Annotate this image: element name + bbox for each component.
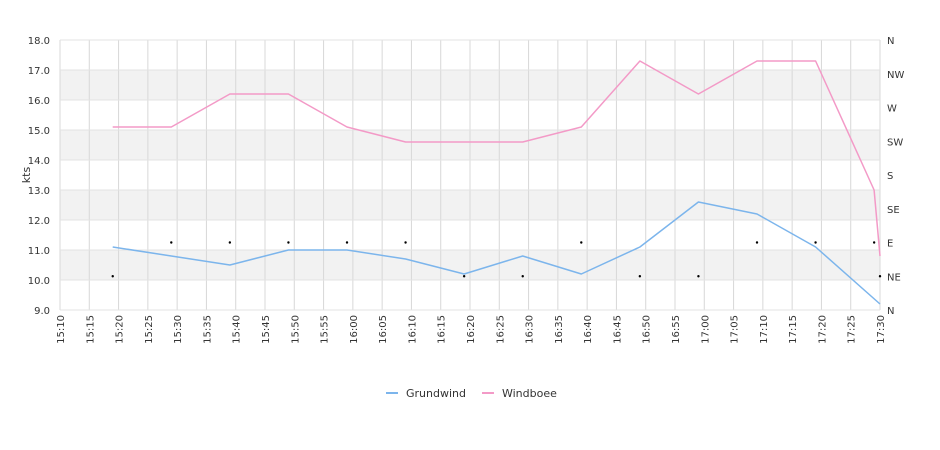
y-tick-label: 17.0 [28,66,50,77]
direction-marker [170,241,173,244]
direction-marker [697,275,700,278]
y2-tick-label: SE [887,205,900,216]
x-tick-label: 15:10 [56,315,67,344]
legend-label-windboee: Windboee [502,387,557,400]
direction-marker [580,241,583,244]
direction-marker [228,241,232,244]
y-tick-label: 9.0 [34,306,50,317]
x-tick-label: 15:30 [173,315,184,344]
series-line-windboee [112,60,881,257]
x-tick-label: 17:30 [876,315,887,344]
y2-tick-label: NE [887,272,901,283]
x-axis-ticks: 15:10 15:15 15:20 15:25 15:30 15:35 15:40 15:45… [56,315,887,344]
y-tick-label: 15.0 [28,126,50,137]
y-axis-title: kts [20,167,33,184]
direction-marker [814,241,817,244]
x-tick-label: 16:20 [466,315,477,344]
x-tick-label: 17:05 [730,315,741,344]
y2-tick-label: SW [887,137,903,148]
x-tick-label: 17:10 [759,315,770,344]
x-tick-label: 16:55 [671,315,682,344]
y2-tick-label: NW [887,70,904,81]
direction-marker [111,275,114,278]
x-tick-label: 15:35 [202,315,213,344]
direction-markers [111,241,882,278]
legend-label-grundwind: Grundwind [406,387,466,400]
x-tick-label: 17:25 [847,315,858,344]
y2-tick-label: E [887,239,893,250]
y-tick-label: 14.0 [28,156,50,167]
x-tick-label: 16:35 [554,315,565,344]
x-tick-label: 15:50 [290,315,301,344]
y-tick-label: 12.0 [28,216,50,227]
series-line-grundwind [112,201,881,305]
y2-tick-label: N [887,36,894,47]
x-tick-label: 16:30 [525,315,536,344]
direction-marker [404,241,407,244]
x-tick-label: 16:00 [349,315,360,344]
x-tick-label: 16:45 [612,315,623,344]
y2-tick-label: N [887,306,894,317]
x-tick-label: 17:15 [788,315,799,344]
y-axis-title-group: kts [20,167,33,184]
x-tick-label: 16:05 [378,315,389,344]
direction-marker [345,241,349,244]
y2-tick-label: S [887,171,893,182]
legend[interactable]: Grundwind Windboee [386,387,557,400]
direction-marker [755,241,759,244]
x-tick-label: 16:10 [407,315,418,344]
x-tick-label: 16:15 [437,315,448,344]
series-lines [112,60,881,305]
x-tick-label: 16:40 [583,315,594,344]
x-tick-label: 15:55 [320,315,331,344]
x-tick-label: 15:20 [115,315,126,344]
x-tick-label: 16:25 [495,315,506,344]
x-tick-label: 17:20 [817,315,828,344]
direction-marker [287,241,290,244]
y2-tick-label: W [887,104,897,115]
x-tick-label: 17:00 [700,315,711,344]
y-tick-label: 10.0 [28,276,50,287]
y-tick-label: 18.0 [28,36,50,47]
y2-axis-ticks: N NE E SE S SW W NW N [887,36,904,317]
x-tick-label: 15:25 [144,315,155,344]
vertical-gridlines [59,40,881,310]
y-tick-label: 11.0 [28,246,50,257]
direction-marker [462,275,466,278]
direction-marker [638,275,642,278]
direction-marker [872,241,876,244]
y-tick-label: 16.0 [28,96,50,107]
x-tick-label: 15:40 [232,315,243,344]
horizontal-gridlines [60,39,880,311]
direction-marker [878,275,882,278]
y-tick-label: 13.0 [28,186,50,197]
x-tick-label: 15:15 [85,315,96,344]
y-axis-ticks: 9.0 10.0 11.0 12.0 13.0 14.0 15.0 16.0 17.0 18.0 [28,36,50,317]
x-tick-label: 15:45 [261,315,272,344]
x-tick-label: 16:50 [642,315,653,344]
direction-marker [521,275,524,278]
